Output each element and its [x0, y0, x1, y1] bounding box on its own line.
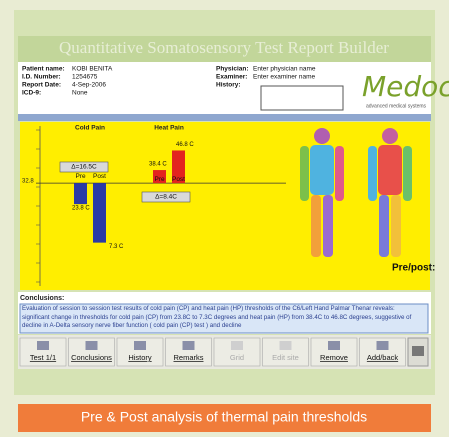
- caption: Pre & Post analysis of thermal pain thre…: [81, 409, 367, 425]
- bar: [172, 150, 185, 184]
- button-label: Test 1/1: [30, 353, 56, 362]
- field-label: I.D. Number:: [22, 74, 61, 81]
- delta-box: [59, 161, 109, 173]
- info-panel: [18, 62, 431, 114]
- value-label: 46.8 C: [176, 142, 194, 148]
- button-icon: [182, 341, 195, 350]
- button-icon: [134, 341, 146, 350]
- field-label: Physician:: [216, 66, 249, 73]
- value-label: 38.4 C: [149, 162, 167, 168]
- group-label: Cold Pain: [75, 125, 105, 132]
- leg: [311, 195, 321, 257]
- head: [382, 128, 398, 144]
- chart-area: [20, 122, 288, 290]
- bar: [93, 183, 106, 243]
- field-label: History:: [216, 82, 241, 89]
- bar-category: Pre: [75, 173, 86, 180]
- print-icon: [412, 346, 424, 356]
- button-icon: [376, 341, 389, 350]
- button-icon: [37, 341, 49, 350]
- leg: [391, 195, 401, 257]
- button-icon: [279, 341, 292, 350]
- field-label: Report Date:: [22, 82, 61, 89]
- status-strip: [18, 114, 431, 121]
- torso: [378, 145, 402, 195]
- button-label: Remove: [320, 353, 348, 362]
- button-icon: [328, 341, 340, 350]
- field-value: Enter examiner name: [253, 74, 316, 81]
- bar: [153, 170, 166, 184]
- field-label: Patient name:: [22, 66, 65, 73]
- arm: [368, 146, 377, 201]
- button-label: Add/back: [367, 353, 399, 362]
- button-label: History: [128, 353, 152, 362]
- field-value: 4-Sep-2006: [72, 82, 106, 89]
- leg: [379, 195, 389, 257]
- arm: [403, 146, 412, 201]
- button-label: Edit site: [272, 353, 299, 362]
- bar-category: Post: [93, 173, 106, 180]
- button-icon: [231, 341, 243, 350]
- field-value: 1254675: [72, 74, 98, 81]
- head: [314, 128, 330, 144]
- arm: [300, 146, 309, 201]
- baseline-label: 32.8: [22, 179, 34, 185]
- group-label: Heat Pain: [154, 125, 184, 132]
- delta-box: [141, 191, 191, 203]
- title-bar: [18, 36, 431, 62]
- bar-category: Post: [172, 176, 185, 183]
- field-label: ICD-9:: [22, 90, 41, 97]
- bar-category: Pre: [154, 176, 165, 183]
- field-value: None: [72, 90, 88, 97]
- logo-tagline: advanced medical systems: [366, 103, 427, 109]
- conclusions-title: Conclusions:: [20, 295, 64, 302]
- body-map: [300, 128, 412, 257]
- torso: [310, 145, 334, 195]
- app-title: Quantitative Somatosensory Test Report B…: [59, 38, 389, 57]
- leg: [323, 195, 333, 257]
- value-label: 7.3 C: [109, 244, 124, 250]
- field-value: KOBI BENITA: [72, 66, 113, 73]
- delta-label: Δ=16.5C: [71, 164, 97, 171]
- arm: [335, 146, 344, 201]
- button-label: Grid: [230, 353, 244, 362]
- bar: [74, 183, 87, 205]
- field-value: Enter physician name: [253, 66, 316, 73]
- caption-bar: [18, 404, 431, 432]
- delta-label: Δ=8.4C: [155, 194, 177, 201]
- conclusions-box: [19, 303, 429, 334]
- body-map-label: Pre/post:: [392, 263, 435, 274]
- field-label: Examiner:: [216, 74, 247, 81]
- button-label: Remarks: [173, 353, 203, 362]
- conclusions-text: Evaluation of session to session test re…: [22, 305, 412, 329]
- button-label: Conclusions: [71, 353, 112, 362]
- logo: Medoc: [362, 70, 449, 103]
- button-icon: [85, 341, 98, 350]
- value-label: 23.8 C: [72, 206, 90, 212]
- history-box: [260, 85, 344, 111]
- conclusions-wrap: Evaluation of session to session test re…: [22, 305, 412, 329]
